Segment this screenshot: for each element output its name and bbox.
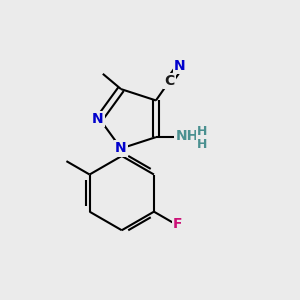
Text: NH: NH xyxy=(176,129,199,142)
Text: H: H xyxy=(197,125,207,138)
Text: N: N xyxy=(115,142,127,155)
Text: C: C xyxy=(164,74,175,88)
Text: N: N xyxy=(174,59,186,74)
Text: N: N xyxy=(92,112,104,126)
Text: H: H xyxy=(197,138,207,151)
Text: F: F xyxy=(173,217,182,231)
